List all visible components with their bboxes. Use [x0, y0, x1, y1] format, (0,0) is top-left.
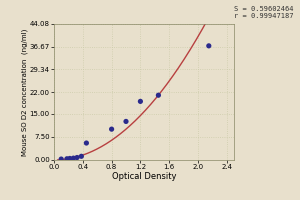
- Y-axis label: Mouse SO D2 concentration  (ng/ml): Mouse SO D2 concentration (ng/ml): [22, 28, 28, 156]
- Point: [109, 128, 114, 131]
- Point: [75, 156, 80, 159]
- Point: [138, 100, 143, 103]
- Text: S = 0.59602464
r = 0.99947187: S = 0.59602464 r = 0.99947187: [235, 6, 294, 19]
- Point: [84, 141, 89, 145]
- Point: [68, 157, 72, 160]
- Point: [79, 155, 84, 158]
- X-axis label: Optical Density: Optical Density: [112, 172, 176, 181]
- Point: [64, 157, 69, 160]
- Point: [71, 157, 76, 160]
- Point: [156, 94, 161, 97]
- Point: [206, 44, 211, 47]
- Point: [59, 157, 64, 161]
- Point: [124, 120, 128, 123]
